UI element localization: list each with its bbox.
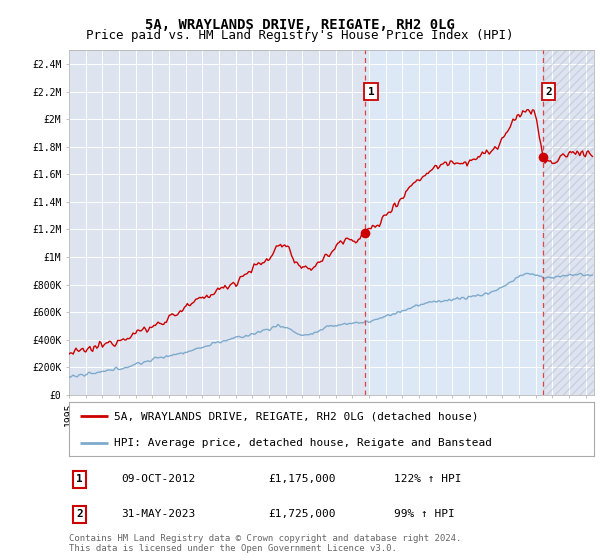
Bar: [365, 50, 542, 395]
Text: 5A, WRAYLANDS DRIVE, REIGATE, RH2 0LG (detached house): 5A, WRAYLANDS DRIVE, REIGATE, RH2 0LG (d…: [113, 412, 478, 421]
Text: 31-MAY-2023: 31-MAY-2023: [121, 509, 196, 519]
Text: 1: 1: [76, 474, 83, 484]
Text: £1,175,000: £1,175,000: [269, 474, 336, 484]
Text: Contains HM Land Registry data © Crown copyright and database right 2024.
This d: Contains HM Land Registry data © Crown c…: [69, 534, 461, 553]
Text: 99% ↑ HPI: 99% ↑ HPI: [395, 509, 455, 519]
Text: 09-OCT-2012: 09-OCT-2012: [121, 474, 196, 484]
Text: 122% ↑ HPI: 122% ↑ HPI: [395, 474, 462, 484]
Text: Price paid vs. HM Land Registry's House Price Index (HPI): Price paid vs. HM Land Registry's House …: [86, 29, 514, 42]
Text: 2: 2: [76, 509, 83, 519]
Text: £1,725,000: £1,725,000: [269, 509, 336, 519]
Bar: [542, 50, 594, 395]
Text: 5A, WRAYLANDS DRIVE, REIGATE, RH2 0LG: 5A, WRAYLANDS DRIVE, REIGATE, RH2 0LG: [145, 18, 455, 32]
Text: 1: 1: [368, 87, 374, 97]
Text: 2: 2: [545, 87, 552, 97]
Text: HPI: Average price, detached house, Reigate and Banstead: HPI: Average price, detached house, Reig…: [113, 438, 491, 447]
Bar: [542, 50, 594, 395]
